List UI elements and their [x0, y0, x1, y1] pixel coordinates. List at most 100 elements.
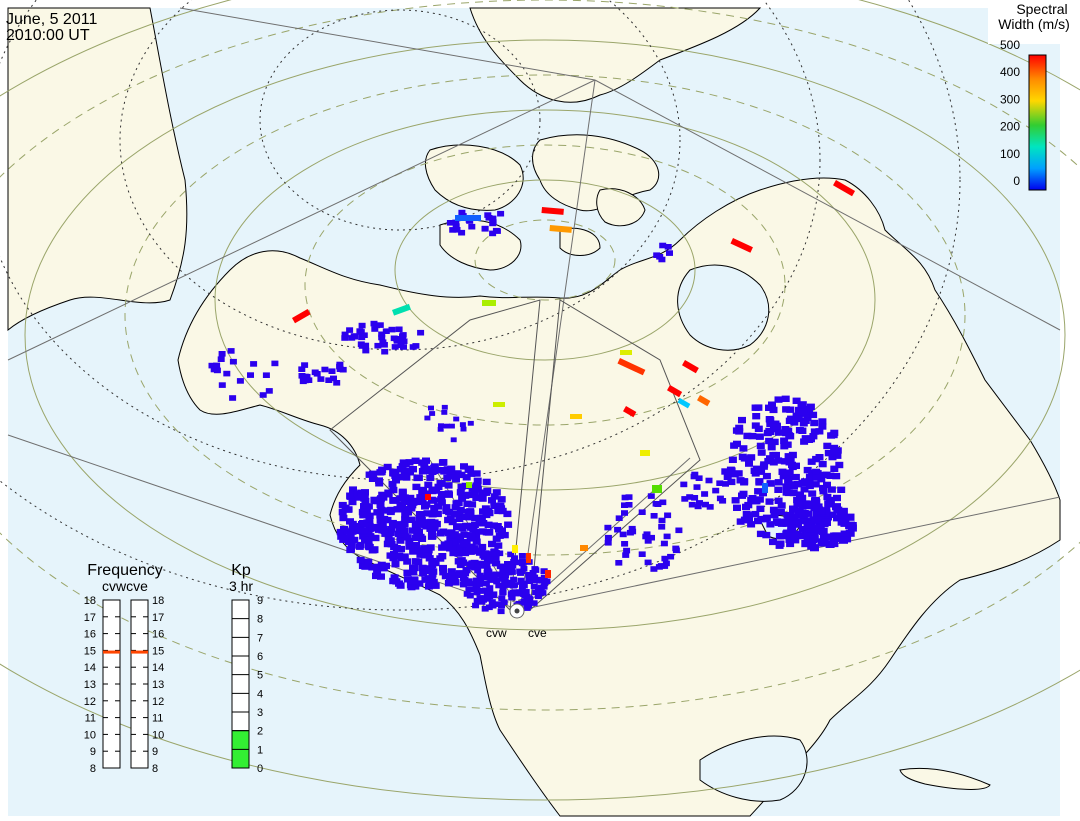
scatter-cell — [371, 534, 380, 542]
scatter-cell — [360, 332, 368, 338]
scatter-cell — [361, 563, 370, 570]
scatter-cell — [301, 377, 309, 384]
scatter-cell — [663, 533, 671, 540]
scatter-cell — [451, 504, 460, 511]
colorbar-tick-label: 100 — [1000, 147, 1020, 161]
scatter-cell — [498, 527, 506, 534]
scatter-cell — [769, 459, 778, 466]
scatter-cell — [423, 510, 432, 517]
scatter-cell — [403, 569, 412, 576]
scatter-cell — [625, 502, 633, 508]
scatter-cell — [818, 527, 828, 535]
scatter-cell — [405, 459, 414, 466]
scatter-cell — [457, 557, 466, 564]
scatter-cell — [625, 494, 633, 500]
scatter-cell — [743, 432, 752, 440]
scatter-cell — [361, 536, 369, 544]
scatter-cell — [449, 538, 458, 545]
scatter-cell — [801, 435, 810, 442]
scatter-cell — [394, 473, 403, 481]
colorbar-tick-label: 400 — [1000, 65, 1020, 79]
scatter-cell — [388, 480, 397, 488]
scatter-cell — [794, 415, 803, 423]
scatter-cell — [346, 327, 354, 333]
scatter-cell — [349, 486, 357, 493]
scatter-cell — [441, 404, 448, 410]
scatter-cell — [525, 577, 533, 583]
kp-tick-label: 8 — [257, 614, 263, 626]
scatter-cell — [775, 429, 783, 436]
scatter-cell — [766, 480, 775, 487]
land-island-1 — [424, 144, 524, 211]
scatter-cell — [540, 568, 548, 574]
scatter-cell — [747, 454, 756, 461]
frequency-title: Frequency — [87, 562, 163, 579]
scatter-cell — [497, 571, 505, 578]
scatter-cell — [751, 498, 760, 505]
scatter-cell — [436, 479, 445, 487]
scatter-cell — [368, 564, 377, 571]
scatter-cell — [809, 433, 818, 440]
scatter-cell — [488, 497, 496, 504]
scatter-cell — [537, 589, 544, 595]
scatter-cell — [414, 474, 423, 481]
scatter-cell — [476, 581, 484, 587]
scatter-cell — [376, 512, 385, 519]
frequency-tick-right: 18 — [152, 595, 164, 607]
backscatter-cells — [208, 179, 857, 615]
frequency-tick-left: 10 — [84, 729, 96, 741]
colorbar-gradient — [1028, 54, 1047, 191]
scatter-cell — [493, 560, 501, 567]
scatter-cell — [660, 540, 668, 547]
scatter-cell — [434, 483, 443, 491]
scatter-cell — [449, 227, 457, 233]
scatter-cell — [494, 601, 502, 607]
scatter-cell — [765, 437, 774, 445]
scatter-cell — [422, 490, 431, 497]
scatter-cell — [716, 480, 724, 486]
scatter-cell — [364, 528, 373, 535]
scatter-cell — [400, 344, 407, 350]
scatter-cell — [823, 442, 832, 450]
scatter-cell — [368, 475, 377, 482]
scatter-cell — [782, 406, 791, 413]
scatter-cell — [517, 579, 525, 585]
scatter-cell — [691, 471, 699, 478]
scatter-cell-high-width — [730, 238, 753, 253]
scatter-cell — [496, 502, 505, 510]
scatter-cell — [810, 504, 820, 512]
scatter-cell — [413, 527, 422, 534]
scatter-cell-high-width — [549, 225, 572, 233]
scatter-cell — [510, 576, 518, 583]
scatter-cell — [706, 504, 714, 510]
scatter-cell — [410, 564, 419, 572]
frequency-tick-right: 9 — [152, 746, 158, 758]
scatter-cell — [485, 604, 493, 611]
scatter-cell — [792, 397, 801, 404]
scatter-cell — [766, 417, 775, 424]
scatter-cell — [500, 531, 509, 539]
scatter-cell — [415, 580, 424, 587]
scatter-cell — [416, 494, 425, 501]
scatter-cell — [436, 555, 445, 562]
scatter-cell — [400, 520, 409, 527]
scatter-cell — [387, 506, 396, 514]
colorbar-tick-label: 0 — [1013, 174, 1020, 188]
scatter-cell — [411, 457, 420, 464]
scatter-cell — [362, 342, 370, 349]
scatter-cell — [470, 489, 479, 497]
scatter-cell — [481, 550, 490, 557]
scatter-cell — [490, 572, 498, 578]
frequency-tick-right: 14 — [152, 662, 164, 674]
scatter-cell — [774, 486, 783, 493]
scatter-cell-high-width — [697, 395, 711, 407]
scatter-cell — [492, 227, 500, 234]
water-hudson-bay — [677, 264, 770, 351]
scatter-cell-high-width — [292, 309, 311, 324]
scatter-cell — [830, 448, 839, 455]
scatter-cell — [659, 242, 667, 249]
scatter-cell — [386, 552, 395, 559]
scatter-cell — [455, 515, 464, 522]
scatter-cell — [833, 452, 842, 459]
scatter-cell — [321, 366, 329, 373]
